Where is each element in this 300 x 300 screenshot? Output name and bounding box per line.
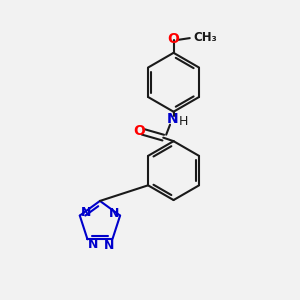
Text: N: N: [104, 239, 115, 252]
Text: N: N: [108, 207, 119, 220]
Text: H: H: [178, 115, 188, 128]
Text: N: N: [81, 206, 92, 219]
Text: N: N: [88, 238, 98, 251]
Text: CH₃: CH₃: [193, 31, 217, 44]
Text: O: O: [167, 32, 179, 46]
Text: O: O: [133, 124, 145, 138]
Text: N: N: [167, 112, 178, 126]
